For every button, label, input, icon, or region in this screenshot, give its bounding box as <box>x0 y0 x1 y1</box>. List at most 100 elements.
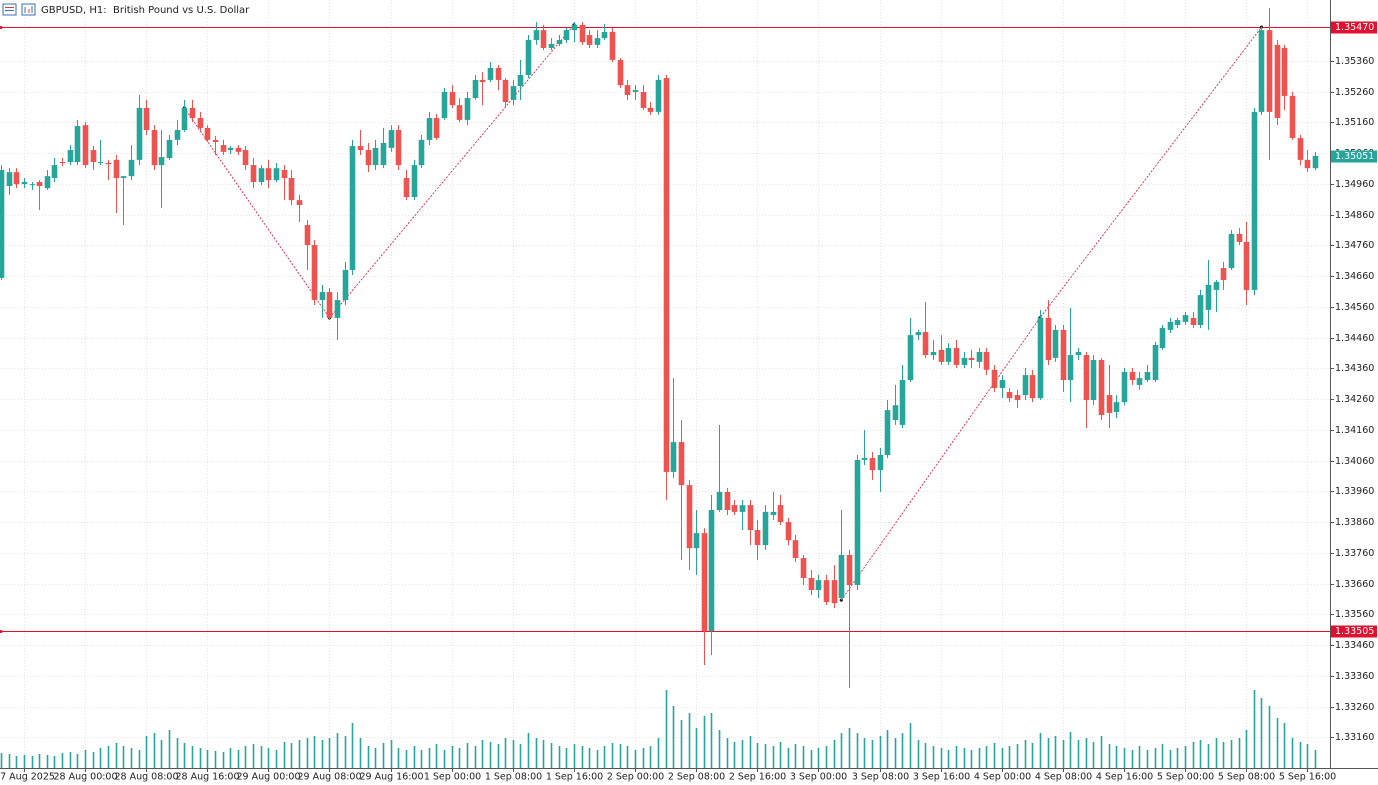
candle-body <box>395 130 402 166</box>
y-tick-label: 1.34260 <box>1335 394 1374 405</box>
y-tick-label: 1.34460 <box>1335 333 1374 344</box>
x-tick-label: 4 Sep 08:00 <box>1035 772 1092 783</box>
header-background <box>0 0 230 18</box>
candle-body <box>1144 372 1151 381</box>
candle-body <box>1159 328 1166 349</box>
candle-body <box>922 332 929 356</box>
plot <box>0 0 1330 768</box>
candle-body <box>624 85 631 96</box>
candle-body <box>731 505 738 512</box>
candle-body <box>1129 372 1136 381</box>
x-tick-label: 2 Sep 16:00 <box>729 772 786 783</box>
candle-body <box>708 510 715 632</box>
y-tick-label: 1.34060 <box>1335 456 1374 467</box>
x-tick-label: 1 Sep 08:00 <box>485 772 542 783</box>
icon[interactable] <box>2 3 17 16</box>
candle-body <box>105 162 112 165</box>
candle-body <box>556 39 563 44</box>
candle-body <box>1197 295 1204 325</box>
candle-body <box>151 130 158 166</box>
candle-body <box>1289 95 1296 139</box>
header-icons[interactable] <box>2 3 36 16</box>
x-tick-label: 28 Aug 00:00 <box>53 772 117 783</box>
candle-body <box>1075 352 1082 356</box>
candle-body <box>1037 317 1044 399</box>
candle-body <box>1220 268 1227 281</box>
candle-body <box>823 580 830 602</box>
candle-body <box>548 43 555 48</box>
price-tag <box>1331 625 1377 638</box>
y-tick-label: 1.33760 <box>1335 548 1374 559</box>
x-tick-label: 29 Aug 16:00 <box>359 772 423 783</box>
candle-body <box>388 130 395 148</box>
candle-body <box>51 165 58 179</box>
candle-body <box>678 442 685 486</box>
x-tick-label: 3 Sep 16:00 <box>913 772 970 783</box>
x-tick-label: 1 Sep 00:00 <box>424 772 481 783</box>
y-tick-label: 1.33860 <box>1335 517 1374 528</box>
price-tag-label: 1.33505 <box>1335 626 1374 637</box>
price-tag-label: 1.35051 <box>1335 151 1374 162</box>
x-tick-label: 3 Sep 00:00 <box>790 772 847 783</box>
candle-body <box>976 352 983 362</box>
candle-body <box>426 118 433 140</box>
candle-body <box>1136 378 1143 385</box>
candle-body <box>403 178 410 198</box>
candle-body <box>67 150 74 163</box>
candle-body <box>670 442 677 472</box>
candle-body <box>281 170 288 179</box>
candle-body <box>1182 315 1189 322</box>
candle-body <box>571 24 578 31</box>
x-tick-label: 5 Sep 00:00 <box>1157 772 1214 783</box>
candle-body <box>44 176 51 189</box>
candle-body <box>831 580 838 604</box>
candle-body <box>29 184 36 186</box>
candle-body <box>365 150 372 166</box>
y-tick-label: 1.34360 <box>1335 363 1374 374</box>
y-tick-label: 1.33660 <box>1335 579 1374 590</box>
candle-body <box>586 35 593 45</box>
candle-body <box>136 107 143 160</box>
y-tick-label: 1.34660 <box>1335 271 1374 282</box>
zigzag-line <box>840 26 1262 601</box>
x-tick-label: 4 Sep 16:00 <box>1096 772 1153 783</box>
candle-body <box>1113 402 1120 412</box>
y-tick-label: 1.33560 <box>1335 609 1374 620</box>
x-tick-label: 28 Aug 08:00 <box>114 772 178 783</box>
candle-body <box>1190 317 1197 325</box>
candle-body <box>143 107 150 131</box>
chart-title: GBPUSD, H1: British Pound vs U.S. Dollar <box>41 5 250 16</box>
candle-body <box>464 98 471 120</box>
candle-body <box>808 577 815 590</box>
candle-body <box>632 90 639 92</box>
candle-body <box>800 558 807 578</box>
candle-body <box>1090 360 1097 400</box>
x-tick-label: 5 Sep 16:00 <box>1279 772 1336 783</box>
x-tick-label: 1 Sep 16:00 <box>546 772 603 783</box>
candle-body <box>1213 281 1220 290</box>
candle-body <box>701 533 708 632</box>
candle-body <box>785 522 792 541</box>
candle-body <box>762 511 769 546</box>
candle-body <box>915 332 922 336</box>
candle-body <box>1052 329 1059 358</box>
candle-body <box>892 405 899 420</box>
candle-body <box>930 352 937 356</box>
candle-body <box>770 511 777 515</box>
candle-body <box>838 554 845 598</box>
candle-body <box>212 139 219 143</box>
y-tick-label: 1.35160 <box>1335 117 1374 128</box>
candle-body <box>1022 375 1029 396</box>
candle-body <box>617 59 624 86</box>
candle-body <box>1236 233 1243 242</box>
candle-body <box>601 31 608 39</box>
y-tick-label: 1.33360 <box>1335 671 1374 682</box>
y-tick-label: 1.33160 <box>1335 732 1374 743</box>
candle-body <box>815 580 822 590</box>
candle-body <box>288 178 295 201</box>
candle-body <box>1083 355 1090 400</box>
candle-body <box>594 38 601 45</box>
y-tick-label: 1.34860 <box>1335 210 1374 221</box>
candle-body <box>1067 355 1074 381</box>
